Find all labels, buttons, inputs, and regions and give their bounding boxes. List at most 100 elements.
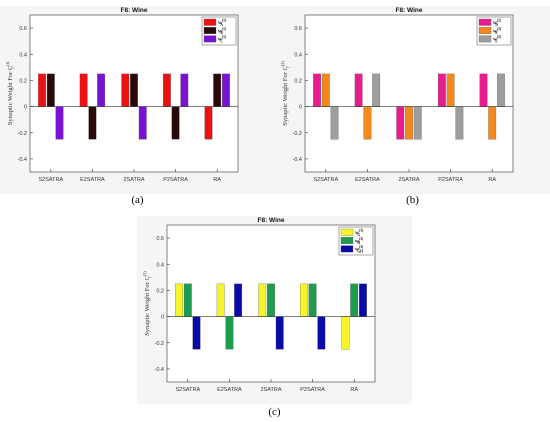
- bar: [79, 73, 88, 107]
- legend-label: w(3) G: [355, 229, 364, 237]
- bar: [213, 73, 222, 107]
- x-tick-label: RA: [350, 387, 358, 393]
- bar: [204, 106, 213, 140]
- chart-panel-b: F8: Wine -0.4 -0.2 0 0.2 0.4 0.6 Synaptic Weigh…: [275, 0, 550, 210]
- legend-swatch: [478, 27, 492, 34]
- y-axis-label: Synaptic Weight For C(l)r: [5, 61, 15, 125]
- legend-swatch: [203, 27, 217, 34]
- bar: [396, 106, 405, 140]
- bar: [121, 73, 130, 107]
- bar: [234, 283, 243, 317]
- legend-label: w(2) F: [493, 35, 502, 43]
- bar: [267, 283, 275, 317]
- legend-swatch: [340, 228, 354, 236]
- legend-swatch: [340, 237, 354, 244]
- legend-swatch: [478, 18, 492, 26]
- chart-title: F8: Wine: [395, 7, 422, 14]
- bar: [372, 73, 381, 107]
- y-tick-label: 0.4: [19, 52, 27, 58]
- y-tick-label: 0.2: [294, 78, 302, 84]
- bar: [497, 73, 505, 107]
- legend-label: w(3) H: [355, 237, 364, 245]
- y-tick-label: -0.4: [155, 367, 164, 373]
- x-tick-label: S2SATRA: [175, 387, 200, 393]
- bar: [46, 73, 55, 107]
- bar: [321, 73, 330, 107]
- bar: [405, 106, 413, 140]
- bar: [363, 106, 372, 140]
- x-tick-label: 2SATRA: [261, 387, 282, 393]
- legend-swatch: [203, 18, 217, 26]
- bar: [180, 73, 189, 107]
- bar: [175, 283, 183, 317]
- y-tick-label: -0.4: [18, 157, 27, 163]
- bar: [130, 73, 138, 107]
- panel-label-b: (b): [406, 194, 419, 206]
- y-tick-label: 0: [299, 105, 302, 111]
- bar: [455, 106, 464, 140]
- bar: [275, 316, 284, 350]
- legend-swatch: [203, 35, 217, 43]
- chart-title: F8: Wine: [120, 7, 147, 14]
- bar: [171, 106, 180, 140]
- bar: [354, 73, 363, 107]
- y-tick-label: 0: [161, 315, 164, 321]
- y-tick-label: -0.4: [293, 157, 302, 163]
- y-tick-label: -0.2: [155, 341, 164, 347]
- y-tick-label: 0: [24, 105, 27, 111]
- bar: [308, 283, 317, 317]
- y-tick-label: -0.2: [293, 131, 302, 137]
- bar: [413, 106, 422, 140]
- y-tick-label: 0.2: [19, 78, 27, 84]
- y-tick-label: -0.2: [18, 131, 27, 137]
- bar: [225, 316, 234, 350]
- panel-label-c: (c): [268, 406, 281, 418]
- bar: [222, 73, 230, 107]
- bar: [488, 106, 497, 140]
- x-tick-label: S2SATRA: [313, 177, 338, 183]
- bar: [38, 73, 46, 107]
- legend-swatch: [478, 35, 492, 43]
- y-tick-label: 0.2: [156, 288, 164, 294]
- bar: [341, 316, 350, 350]
- y-axis-label: Synaptic Weight For C(3)r: [142, 271, 152, 336]
- x-tick-label: E2SATRA: [355, 177, 380, 183]
- bar: [350, 283, 359, 317]
- x-tick-label: E2SATRA: [80, 177, 105, 183]
- panel-label-a: (a): [131, 194, 144, 206]
- bar: [446, 73, 455, 107]
- x-tick-label: P2SATRA: [163, 177, 188, 183]
- bar: [138, 106, 147, 140]
- x-tick-label: 2SATRA: [399, 177, 420, 183]
- legend-label: w(1) A: [218, 19, 227, 27]
- y-tick-label: 0.6: [156, 236, 164, 242]
- legend-label: w(3) GH: [355, 245, 364, 253]
- bar: [183, 283, 192, 317]
- chart-panel-a: F8: Wine -0.4 -0.2 0 0.2 0.4 0.6 Synaptic Weigh…: [0, 0, 275, 210]
- y-tick-label: 0.6: [294, 26, 302, 32]
- chart-b-svg: F8: Wine -0.4 -0.2 0 0.2 0.4 0.6 Synaptic Weigh…: [275, 6, 550, 194]
- y-tick-label: 0.6: [19, 26, 27, 32]
- bar: [313, 73, 321, 107]
- x-tick-label: S2SATRA: [38, 177, 63, 183]
- legend-label: w(2) E: [493, 27, 502, 35]
- chart-panel-c: F8: Wine -0.4 -0.2 0 0.2 0.4 0.6 Synaptic Weigh…: [137, 210, 412, 422]
- legend-label: w(2) D: [493, 19, 502, 27]
- bar: [192, 316, 201, 350]
- legend-swatch: [340, 245, 354, 253]
- bar: [97, 73, 106, 107]
- bar: [258, 283, 267, 317]
- x-tick-label: P2SATRA: [300, 387, 325, 393]
- x-tick-label: P2SATRA: [438, 177, 463, 183]
- legend-label: w(1) C: [218, 35, 227, 43]
- x-tick-label: RA: [488, 177, 496, 183]
- y-axis-label: Synaptic Weight For C(2)r: [280, 61, 290, 126]
- bar: [359, 283, 367, 317]
- bar: [317, 316, 326, 350]
- x-tick-label: E2SATRA: [217, 387, 242, 393]
- bar: [437, 73, 446, 107]
- bar: [88, 106, 97, 140]
- bar: [479, 73, 488, 107]
- legend-label: w(1) B: [218, 27, 227, 35]
- bar: [162, 73, 171, 107]
